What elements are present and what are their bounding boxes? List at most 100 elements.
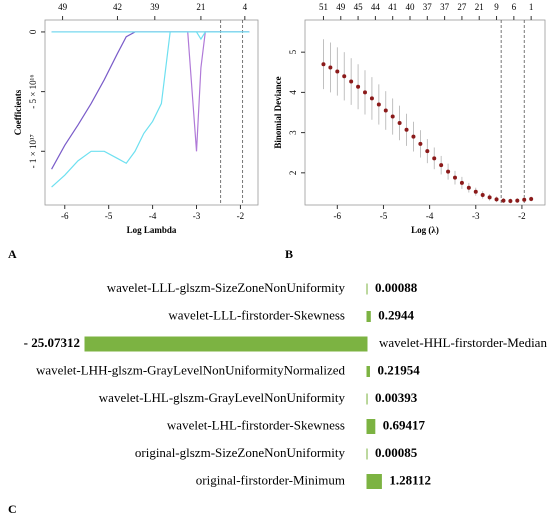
deviance-point	[494, 197, 499, 202]
top-tick-label: 1	[529, 2, 534, 12]
deviance-point	[446, 169, 451, 174]
bar	[366, 419, 376, 434]
deviance-point	[487, 195, 492, 200]
top-tick-label: 39	[150, 2, 160, 12]
top-tick-label: 51	[319, 2, 328, 12]
top-tick-label: 41	[388, 2, 397, 12]
deviance-point	[356, 84, 361, 89]
plot-frame	[44, 19, 259, 206]
bar	[84, 336, 368, 352]
feature-label: original-glszm-SizeZoneNonUniformity	[135, 445, 346, 460]
top-tick-label: 49	[58, 2, 68, 12]
x-tick-label: -5	[105, 211, 113, 221]
value-label: 0.69417	[383, 417, 426, 432]
y-tick-label: - 5 × 10¹⁶	[28, 75, 38, 109]
deviance-point	[439, 163, 444, 168]
deviance-point	[459, 180, 464, 185]
top-tick-label: 37	[423, 2, 433, 12]
top-tick-label: 45	[354, 2, 364, 12]
deviance-point	[383, 108, 388, 113]
x-tick-label: -3	[193, 211, 201, 221]
top-tick-label: 6	[512, 2, 517, 12]
deviance-point	[363, 90, 367, 95]
x-tick-label: -2	[237, 211, 245, 221]
feature-label: wavelet-LHH-glszm-GrayLevelNonUniformity…	[36, 362, 346, 377]
y-tick-label: 4	[288, 90, 298, 95]
coefficient-path	[51, 31, 250, 41]
top-tick-label: 4	[243, 2, 248, 12]
top-tick-label: 27	[457, 2, 467, 12]
deviance-point	[480, 192, 485, 197]
x-tick-label: -2	[518, 211, 526, 221]
deviance-point	[418, 141, 423, 146]
top-tick-label: 9	[494, 2, 499, 12]
top-tick-label: 42	[113, 2, 122, 12]
deviance-point	[342, 74, 347, 79]
coefficient-path	[51, 31, 250, 170]
top-tick-label: 49	[336, 2, 346, 12]
deviance-point	[328, 65, 333, 70]
top-tick-label: 44	[371, 2, 381, 12]
deviance-point	[473, 189, 478, 194]
y-tick-label: 2	[288, 171, 298, 176]
x-axis-label: Log (λ)	[411, 225, 439, 235]
x-tick-label: -5	[380, 211, 388, 221]
top-tick-label: 21	[475, 2, 484, 12]
panel-letter: B	[285, 247, 293, 261]
deviance-point	[404, 127, 409, 132]
deviance-point	[376, 102, 381, 107]
deviance-point	[432, 156, 437, 161]
x-tick-label: -4	[149, 211, 157, 221]
top-tick-label: 37	[440, 2, 450, 12]
deviance-point	[321, 62, 326, 67]
plot-frame	[304, 19, 546, 206]
deviance-point	[335, 69, 340, 74]
deviance-point	[369, 96, 374, 101]
bar	[366, 474, 382, 489]
deviance-point	[501, 198, 506, 203]
value-label: 0.00088	[375, 280, 418, 295]
deviance-point	[425, 149, 430, 154]
deviance-point	[508, 198, 513, 203]
x-axis-label: Log Lambda	[127, 225, 177, 235]
feature-label: wavelet-LLL-firstorder-Skewness	[168, 307, 345, 322]
y-axis-label: Binomial Deviance	[273, 76, 283, 148]
feature-label: wavelet-HHL-firstorder-Median	[379, 335, 547, 350]
coefficient-path	[51, 31, 250, 152]
y-tick-label: 5	[288, 49, 298, 54]
deviance-point	[466, 185, 471, 190]
top-tick-label: 21	[196, 2, 205, 12]
value-label: 0.2944	[378, 307, 414, 322]
y-tick-label: - 1 × 10¹⁷	[28, 134, 38, 168]
x-tick-label: -6	[334, 211, 342, 221]
y-tick-label: 0	[28, 29, 38, 34]
deviance-point	[390, 114, 395, 119]
bar	[366, 311, 371, 322]
deviance-point	[349, 79, 354, 84]
x-tick-label: -4	[426, 211, 434, 221]
coefficient-path	[51, 31, 250, 188]
deviance-point	[515, 198, 520, 203]
deviance-point	[411, 134, 416, 139]
top-tick-label: 40	[406, 2, 416, 12]
value-label: 1.28112	[389, 472, 431, 487]
value-label: 0.00085	[375, 445, 418, 460]
feature-label: original-firstorder-Minimum	[196, 472, 345, 487]
bar	[366, 366, 370, 377]
panel-letter: A	[8, 247, 17, 261]
deviance-point	[522, 197, 527, 202]
feature-label: wavelet-LHL-firstorder-Skewness	[167, 417, 345, 432]
x-tick-label: -6	[61, 211, 69, 221]
panel-letter: C	[8, 502, 17, 516]
deviance-point	[397, 120, 402, 125]
feature-label: wavelet-LLL-glszm-SizeZoneNonUniformity	[107, 280, 346, 295]
x-tick-label: -3	[472, 211, 480, 221]
value-label: 0.00393	[375, 390, 418, 405]
value-label: 0.21954	[377, 362, 420, 377]
feature-label: wavelet-LHL-glszm-GrayLevelNonUniformity	[99, 390, 346, 405]
deviance-point	[529, 196, 534, 201]
y-axis-label: Coefficients	[13, 89, 23, 135]
deviance-point	[453, 175, 457, 180]
value-label: - 25.07312	[24, 335, 80, 350]
